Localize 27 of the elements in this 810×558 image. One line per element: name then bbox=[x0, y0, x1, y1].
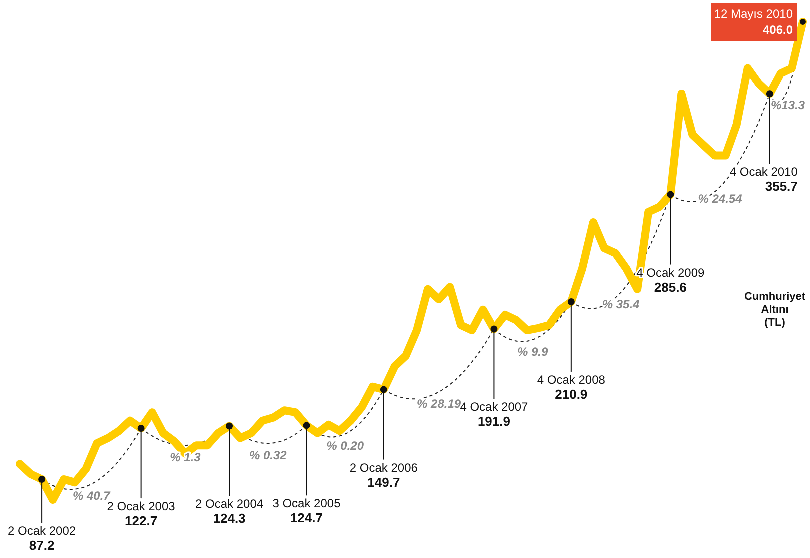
data-label: 355.7 bbox=[765, 179, 798, 194]
annotation: % 0.20 bbox=[326, 439, 364, 454]
data-label: 87.2 bbox=[29, 538, 55, 553]
annotation: % 0.32 bbox=[249, 448, 288, 463]
annotation: 4 Ocak 2008 bbox=[537, 372, 606, 387]
text: 2 Ocak 2002 bbox=[8, 524, 76, 538]
annotation: %13.3 bbox=[770, 98, 806, 113]
data-label: 124.7 bbox=[290, 510, 324, 526]
annotation: 3 Ocak 2005 bbox=[272, 496, 342, 511]
data-label: 149.7 bbox=[368, 474, 400, 490]
data-label: 191.9 bbox=[478, 414, 510, 430]
data-label: 406.0 bbox=[762, 23, 794, 37]
text: 12 Mayıs 2010 bbox=[714, 7, 794, 21]
annotation: % 35.4 bbox=[602, 298, 640, 312]
annotation: 2 Ocak 2006 bbox=[350, 460, 418, 475]
data-label: 210.9 bbox=[555, 386, 588, 402]
annotation: 4 Ocak 2007 bbox=[460, 400, 529, 414]
annotation: 4 Ocak 2010 bbox=[730, 165, 798, 180]
data-label: 124.3 bbox=[213, 511, 246, 526]
data-label: 122.7 bbox=[125, 514, 158, 529]
annotation: % 1.3 bbox=[170, 450, 202, 464]
annotation: % 9.9 bbox=[517, 344, 548, 359]
annotation: Cumhuriyet Altını (TL) bbox=[744, 291, 806, 329]
annotation: % 28.19 bbox=[417, 397, 462, 412]
data-label: 285.6 bbox=[654, 280, 687, 295]
annotation: 4 Ocak 2009 bbox=[636, 266, 706, 280]
annotation: 2 Ocak 2004 bbox=[196, 497, 264, 512]
